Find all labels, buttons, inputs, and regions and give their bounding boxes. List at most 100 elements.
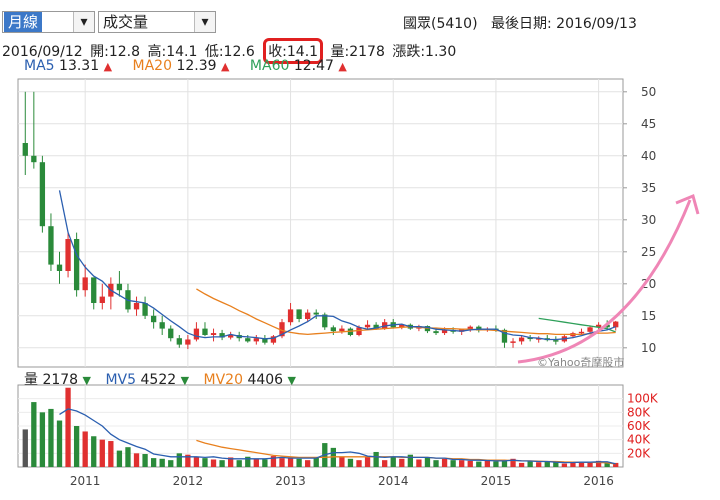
volume-bar <box>296 458 302 467</box>
candle-body <box>202 328 208 335</box>
candle-body <box>262 338 268 343</box>
candle-body <box>330 327 336 332</box>
volume-bar <box>202 458 208 467</box>
y-tick-label: 20 <box>641 277 656 291</box>
candle-body <box>39 162 46 227</box>
volume-bar <box>287 457 294 467</box>
volume-bar <box>73 426 80 467</box>
mv20-line <box>196 439 616 465</box>
volume-bar <box>356 460 362 467</box>
volume-bar <box>399 458 405 467</box>
candle-body <box>236 335 242 339</box>
candle-body <box>382 322 388 329</box>
volume-bar <box>382 460 388 467</box>
candle-body <box>82 277 88 291</box>
mv20-legend: MV20 4406 ▼ <box>204 372 297 388</box>
candle-body <box>339 328 345 332</box>
volume-legend: 量 2178 ▼ MV5 4522 ▼ MV20 4406 ▼ <box>24 369 306 389</box>
candle-body <box>467 326 473 330</box>
volume-bar <box>322 443 328 467</box>
quote-high: 高:14.1 <box>147 44 198 60</box>
volume-bar <box>253 458 259 467</box>
x-tick-label: 2012 <box>173 474 204 488</box>
candle-body <box>407 324 414 329</box>
x-tick-label: 2016 <box>583 474 614 488</box>
chevron-down-icon: ▾ <box>73 12 94 32</box>
volume-bar <box>262 459 268 467</box>
quote-volume: 量:2178 <box>330 44 385 60</box>
candle-body <box>416 326 422 329</box>
chevron-down-icon: ▾ <box>194 12 215 32</box>
volume-bar <box>510 458 516 467</box>
volume-bar <box>578 461 585 467</box>
quote-row: 2016/09/12 開:12.8 高:14.1 低:12.6 收:14.1 量… <box>2 38 459 64</box>
volume-bar <box>150 458 157 467</box>
vol-tick-label: 100K <box>627 392 659 406</box>
candle-body <box>604 324 610 328</box>
y-tick-label: 10 <box>641 341 656 355</box>
candle-body <box>296 309 302 319</box>
down-triangle-icon: ▼ <box>82 374 92 387</box>
candle-body <box>125 290 131 310</box>
ma20-line <box>196 288 616 336</box>
candle-body <box>142 303 148 316</box>
vol-tick-label: 60K <box>627 419 651 433</box>
ma5-label: MA5 <box>24 58 55 74</box>
candle-body <box>245 338 251 342</box>
vol-value: 2178 <box>42 372 79 388</box>
volume-bar <box>168 460 174 467</box>
quote-low: 低:12.6 <box>204 44 255 60</box>
volume-bar <box>450 460 456 467</box>
volume-bar <box>176 453 182 467</box>
candle-body <box>185 339 191 345</box>
volume-bar <box>459 460 465 467</box>
ma5-line <box>58 190 616 341</box>
candle-body <box>219 333 225 338</box>
period-select[interactable]: 月線 ▾ <box>2 11 95 33</box>
ma5-value: 13.31 <box>59 58 100 74</box>
volume-bar <box>193 457 200 467</box>
candle-body <box>364 324 371 328</box>
vol-tick-label: 80K <box>627 405 651 419</box>
candle-body <box>116 283 123 291</box>
candle-body <box>347 328 354 335</box>
indicator-select[interactable]: 成交量 ▾ <box>98 11 216 33</box>
candle-body <box>544 338 550 341</box>
volume-bar <box>467 460 473 467</box>
volume-bar <box>91 436 97 467</box>
candle-body <box>595 324 602 328</box>
volume-bar <box>604 462 610 467</box>
candle-body <box>22 143 28 156</box>
volume-bar <box>424 457 431 467</box>
volume-bar <box>339 457 345 467</box>
volume-bar <box>31 402 37 467</box>
candle-body <box>133 303 140 310</box>
y-tick-label: 35 <box>641 181 656 195</box>
volume-bar <box>133 453 140 467</box>
candle-body <box>450 329 456 332</box>
candle-body <box>65 239 71 271</box>
stock-name: 國眾(5410) <box>403 16 478 32</box>
candle-body <box>210 333 217 335</box>
volume-bar <box>553 462 559 467</box>
candle-body <box>399 324 405 328</box>
volume-bar <box>305 460 311 467</box>
volume-bar <box>330 447 336 467</box>
candle-body <box>150 315 157 323</box>
ma20-value: 12.39 <box>176 58 217 74</box>
trend-arrow-head <box>675 193 700 215</box>
volume-bar <box>441 458 448 467</box>
vol-tick-label: 40K <box>627 433 651 447</box>
x-tick-label: 2014 <box>378 474 409 488</box>
volume-bar <box>82 431 88 467</box>
candle-body <box>31 155 37 163</box>
volume-bar <box>65 387 71 467</box>
mv20-value: 4406 <box>247 372 284 388</box>
candle-body <box>493 328 499 331</box>
mv5-label: MV5 <box>105 372 137 388</box>
down-triangle-icon: ▼ <box>287 374 297 387</box>
candle-body <box>287 309 294 323</box>
candle-body <box>56 264 63 271</box>
price-plot-area <box>17 78 624 368</box>
